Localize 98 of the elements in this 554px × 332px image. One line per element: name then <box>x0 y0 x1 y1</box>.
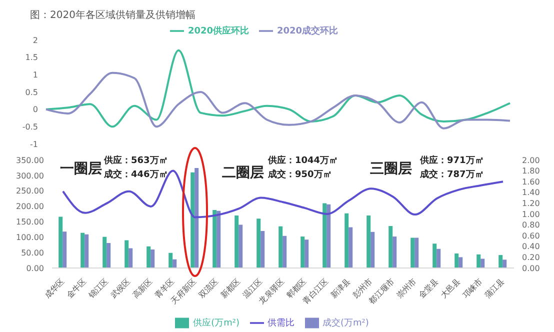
annotation: 供应：971万㎡ <box>420 154 484 167</box>
legend-label: 供应(万m²) <box>193 318 240 328</box>
annotation: 成交：446万㎡ <box>104 168 168 181</box>
y-tick-label: 0.00 <box>26 264 44 273</box>
y2-tick-label: 0.00 <box>522 264 540 273</box>
x-tick-label: 新都区 <box>218 276 242 300</box>
bar <box>216 210 221 268</box>
bar <box>392 236 397 268</box>
x-tick-label: 高新区 <box>130 276 154 300</box>
bar <box>256 218 261 268</box>
line-series <box>45 72 511 130</box>
legend-label: 供需比 <box>268 318 294 328</box>
y2-tick-label: 1.00 <box>522 210 540 219</box>
bar <box>128 248 133 268</box>
legend-label: 成交(万m²) <box>322 318 369 328</box>
annotation: 一圈层 <box>60 160 102 178</box>
annotation: 二圈层 <box>222 164 264 182</box>
y-tick-label: 1.5 <box>25 53 38 62</box>
annotation: 成交：787万㎡ <box>420 168 484 181</box>
y-tick-label: 0 <box>32 105 38 114</box>
bar <box>436 248 441 268</box>
bar <box>146 246 151 268</box>
x-tick-label: 新津县 <box>328 276 352 300</box>
bar <box>304 240 309 268</box>
bar <box>348 227 353 268</box>
x-tick-label: 锦江区 <box>86 276 110 301</box>
y2-tick-label: 1.60 <box>522 177 540 186</box>
bar <box>190 172 195 268</box>
bar <box>58 216 63 268</box>
bar <box>282 236 287 268</box>
bar <box>370 232 375 268</box>
bar <box>326 204 331 268</box>
bar <box>454 253 459 268</box>
bar <box>84 234 89 268</box>
y-tick-label: 1 <box>32 70 38 80</box>
y2-tick-label: 1.40 <box>522 188 540 198</box>
bar <box>388 226 393 268</box>
bar <box>432 244 437 268</box>
y2-tick-label: 1.20 <box>522 199 540 208</box>
y-tick-label: 100.00 <box>16 232 44 242</box>
bar <box>212 210 217 268</box>
bar <box>322 203 327 268</box>
y-tick-label: 0.5 <box>25 88 38 97</box>
bar <box>410 238 415 268</box>
y-tick-label: 2 <box>32 36 38 45</box>
bar <box>238 224 243 268</box>
y-tick-label: 150.00 <box>16 218 44 227</box>
bar <box>106 243 111 268</box>
bar <box>498 255 503 268</box>
x-tick-label: 成华区 <box>42 276 66 300</box>
bar <box>168 252 173 268</box>
bar <box>124 240 129 268</box>
y2-tick-label: 0.40 <box>522 242 540 252</box>
y-tick-label: -1 <box>30 140 38 149</box>
x-tick-label: 大邑县 <box>438 276 462 300</box>
bar <box>414 238 419 268</box>
x-tick-label: 蒲江县 <box>482 276 506 300</box>
bar <box>62 232 67 268</box>
bar <box>260 230 265 268</box>
bar <box>172 259 177 268</box>
bar <box>502 260 507 268</box>
x-tick-label: 武侯区 <box>108 276 132 300</box>
chart-title: 图：2020年各区域供销量及供销增幅 <box>30 8 196 22</box>
x-tick-label: 崇州市 <box>394 276 418 300</box>
y2-tick-label: 0.60 <box>522 231 540 240</box>
bar <box>344 213 349 268</box>
y-tick-label: 50.00 <box>21 248 44 258</box>
bar <box>458 257 463 268</box>
bar <box>480 258 485 268</box>
y2-tick-label: 0.20 <box>522 253 540 262</box>
annotation: 成交：950万㎡ <box>268 168 332 181</box>
x-tick-label: 双流区 <box>196 276 220 300</box>
annotation: 供应：1044万㎡ <box>268 154 338 167</box>
y-tick-label: -0.5 <box>22 122 38 132</box>
bar <box>102 236 107 268</box>
y-tick-label: 250.00 <box>16 186 44 196</box>
bar <box>234 216 239 268</box>
bar <box>366 216 371 268</box>
x-tick-label: 邛崃市 <box>460 276 484 300</box>
bar <box>300 236 305 268</box>
bar <box>476 254 481 268</box>
y-tick-label: 350.00 <box>16 156 44 165</box>
line-series <box>45 49 511 128</box>
legend-label: 2020成交环比 <box>277 26 338 36</box>
y2-tick-label: 0.80 <box>522 220 540 230</box>
bar <box>80 232 85 268</box>
bar <box>150 249 155 268</box>
y2-tick-label: 2.00 <box>522 156 540 165</box>
y2-tick-label: 1.80 <box>522 166 540 176</box>
y-tick-label: 300.00 <box>16 171 44 180</box>
y-tick-label: 200.00 <box>16 202 44 212</box>
legend-label: 2020供应环比 <box>188 26 249 36</box>
bar <box>194 168 199 268</box>
bar <box>278 226 283 268</box>
x-tick-label: 金堂县 <box>416 276 440 300</box>
annotation: 供应：563万㎡ <box>104 154 168 167</box>
x-tick-label: 金牛区 <box>64 276 88 300</box>
annotation: 三圈层 <box>370 160 412 178</box>
